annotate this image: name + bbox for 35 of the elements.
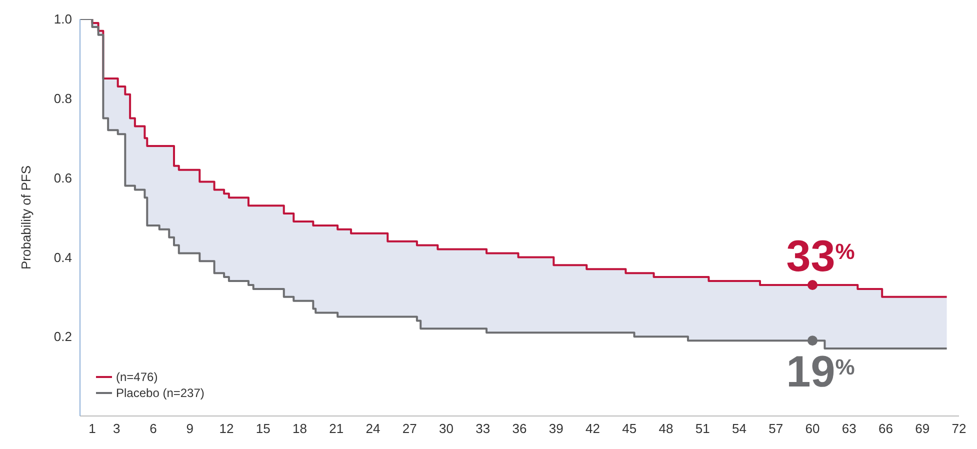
x-tick-label: 1 — [88, 421, 96, 436]
y-tick-label: 0.2 — [54, 329, 72, 344]
x-tick-label: 18 — [292, 421, 307, 436]
y-tick-label: 0.8 — [54, 91, 72, 106]
x-tick-label: 39 — [548, 421, 564, 436]
x-tick-label: 12 — [219, 421, 234, 436]
x-tick-label: 21 — [329, 421, 344, 436]
x-tick-label: 72 — [952, 421, 966, 436]
annotation: 33$^{%}$ — [786, 232, 855, 281]
x-tick-label: 60 — [805, 421, 820, 436]
x-tick-label: 15 — [256, 421, 270, 436]
x-tick-label: 48 — [658, 421, 674, 436]
x-tick-label: 42 — [586, 421, 600, 436]
x-tick-label: 54 — [732, 421, 746, 436]
x-tick-label: 63 — [842, 421, 856, 436]
x-tick-label: 30 — [439, 421, 454, 436]
x-tick-label: 27 — [402, 421, 417, 436]
y-tick-label: 0.6 — [54, 170, 72, 186]
x-tick-label: 69 — [915, 421, 930, 436]
legend-label: (n=476) — [116, 370, 158, 384]
x-tick-label: 24 — [366, 421, 380, 436]
legend-label: Placebo (n=237) — [116, 386, 204, 400]
y-tick-label: 0.4 — [54, 250, 72, 265]
x-tick-label: 51 — [695, 421, 710, 436]
x-tick-label: 57 — [768, 421, 784, 436]
x-tick-label: 45 — [622, 421, 637, 436]
x-tick-label: 33 — [476, 421, 490, 436]
annotation: 19$^{%}$ — [786, 348, 855, 397]
x-tick-label: 9 — [186, 421, 194, 436]
x-tick-label: 66 — [878, 421, 893, 436]
x-tick-label: 36 — [512, 421, 527, 436]
x-tick-label: 6 — [150, 421, 157, 436]
y-axis-title: Probability of PFS — [18, 165, 34, 270]
y-tick-label: 1.0 — [54, 12, 72, 27]
x-tick-label: 3 — [113, 421, 120, 436]
